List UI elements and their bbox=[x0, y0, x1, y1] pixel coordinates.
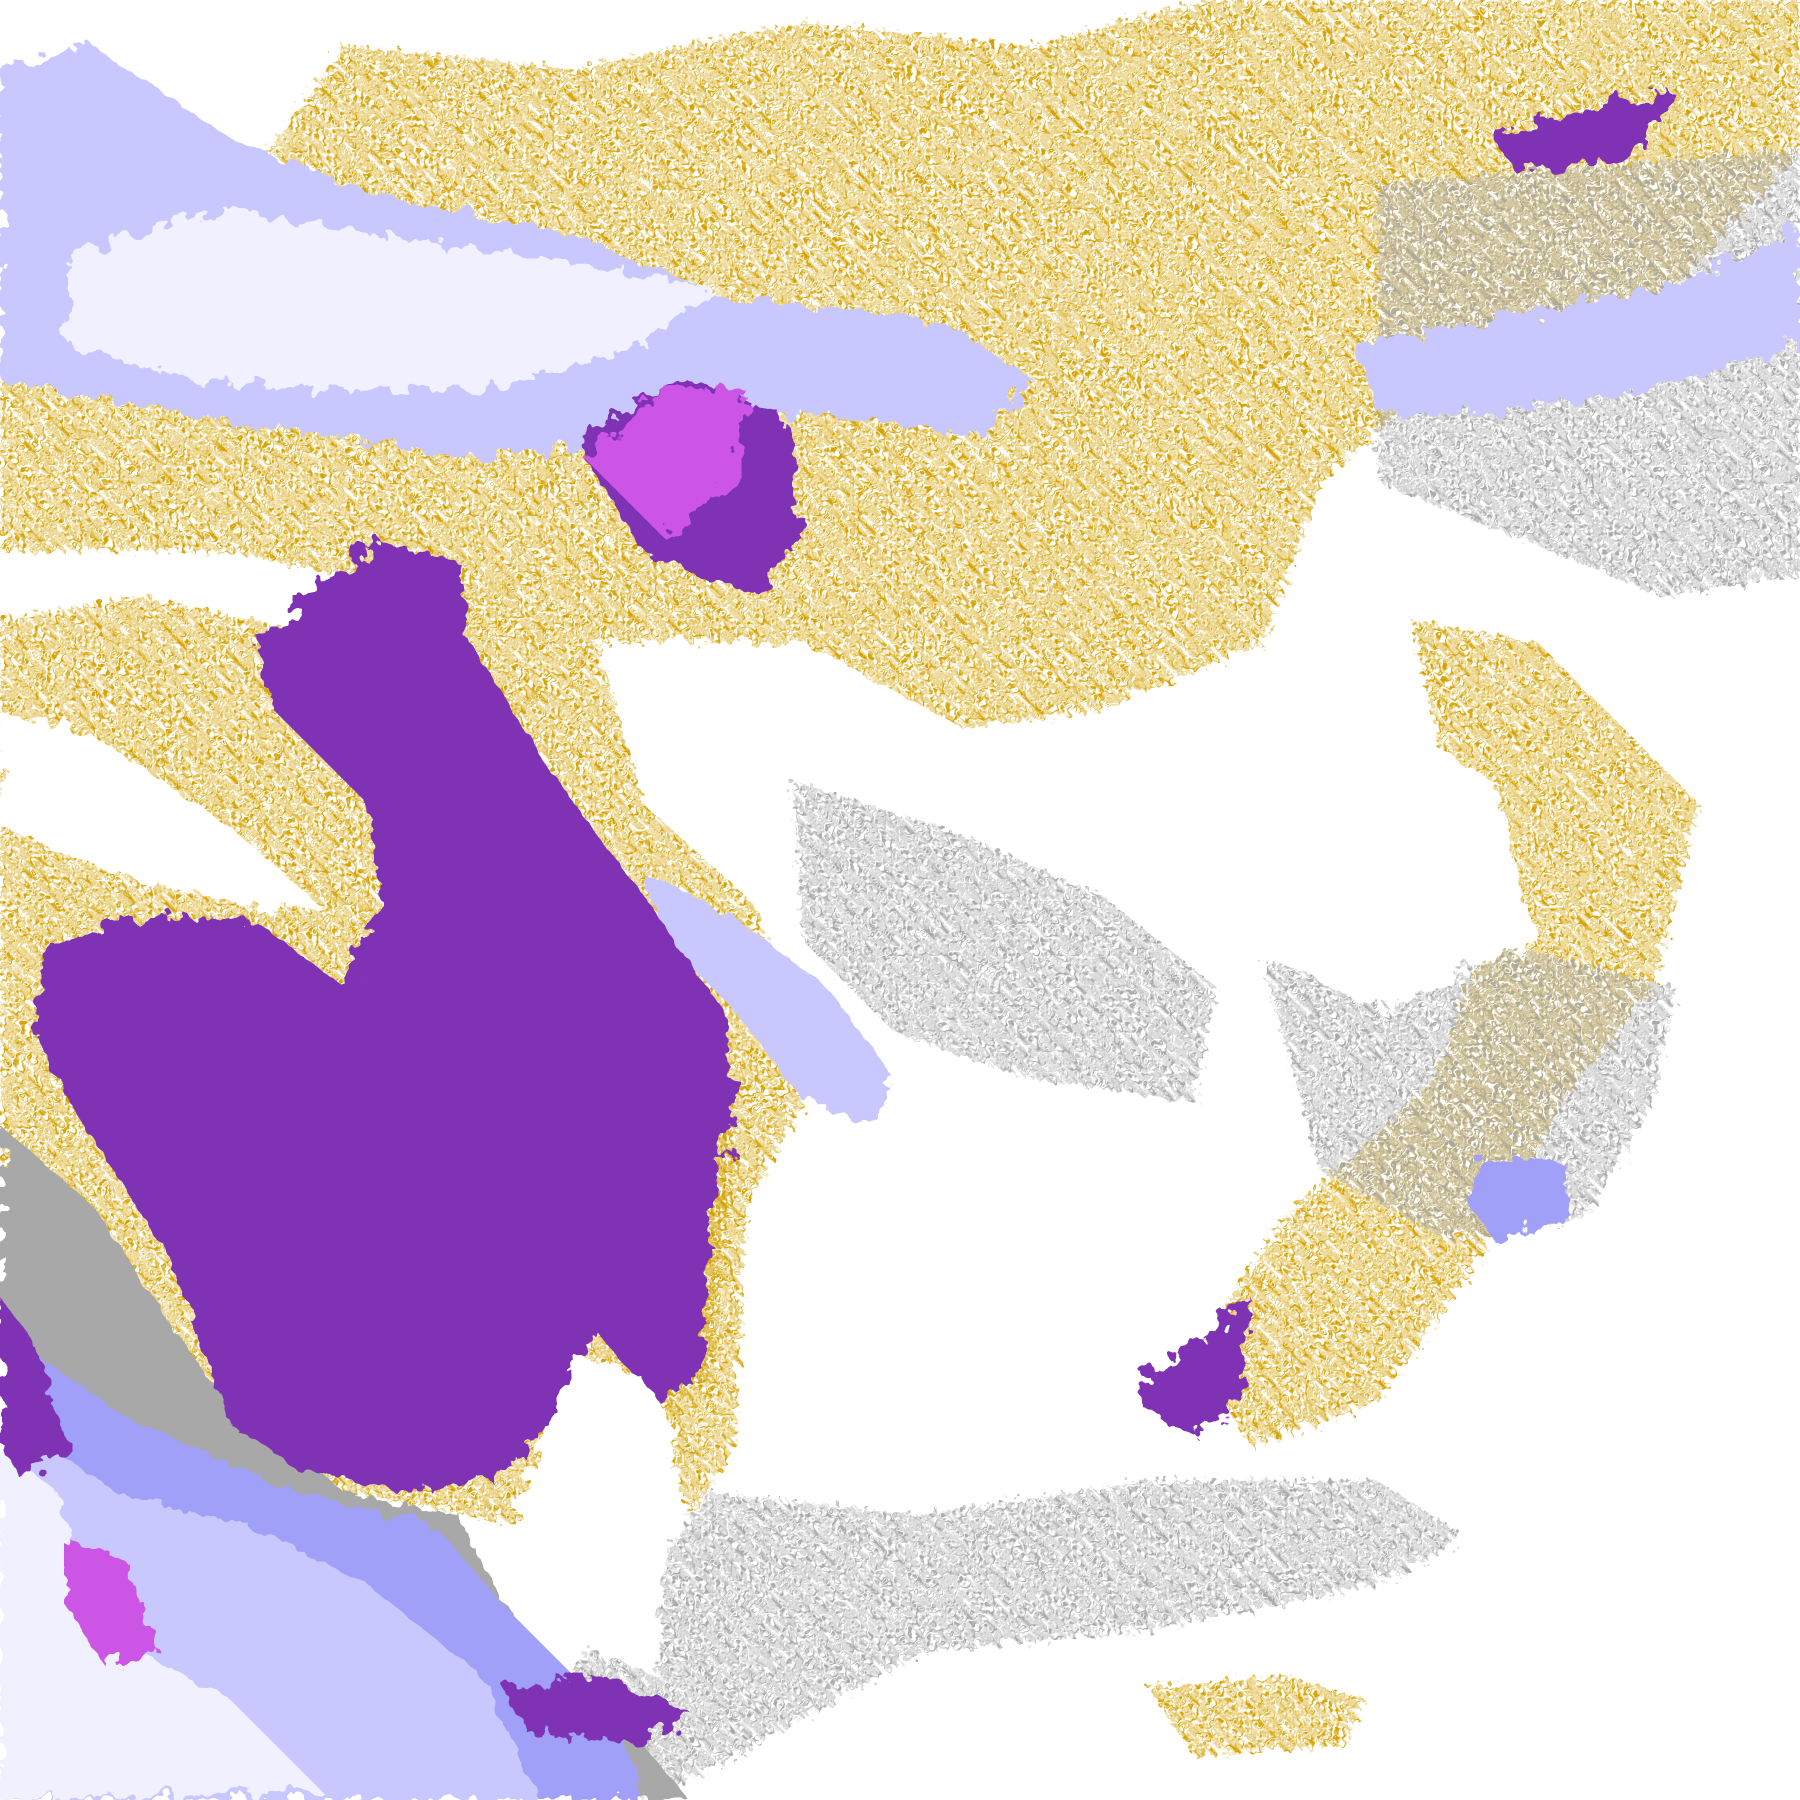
magenta-region-north bbox=[585, 390, 747, 540]
gold-region-south-east bbox=[1147, 1676, 1367, 1757]
grey-region-east bbox=[1262, 941, 1677, 1240]
magenta-region-southwest bbox=[68, 1538, 161, 1665]
lavender-region-northeast bbox=[1354, 229, 1800, 414]
pale-region-southwest bbox=[0, 1446, 322, 1800]
clear-region-southeast bbox=[1400, 1262, 1800, 1800]
purple-region-southeast bbox=[1125, 1297, 1252, 1435]
purple-region-northeast bbox=[1492, 91, 1677, 173]
pale-region-north bbox=[68, 206, 712, 391]
clear-region-south-bay bbox=[516, 1354, 678, 1677]
periwinkle-region-east bbox=[1469, 1159, 1573, 1240]
grey-region-centre bbox=[792, 780, 1217, 1103]
purple-region-southwest-edge bbox=[0, 1297, 69, 1481]
purple-region-interior bbox=[34, 539, 735, 1493]
purple-region-south-coast bbox=[505, 1676, 689, 1745]
gold-region-east bbox=[1193, 619, 1699, 1447]
lavender-region-coast bbox=[642, 872, 896, 1125]
clear-region-south-centre bbox=[803, 1170, 1240, 1481]
clear-region-west bbox=[0, 711, 322, 907]
grey-region-south bbox=[551, 1480, 1470, 1800]
clear-region-east-centre bbox=[642, 642, 1539, 1011]
